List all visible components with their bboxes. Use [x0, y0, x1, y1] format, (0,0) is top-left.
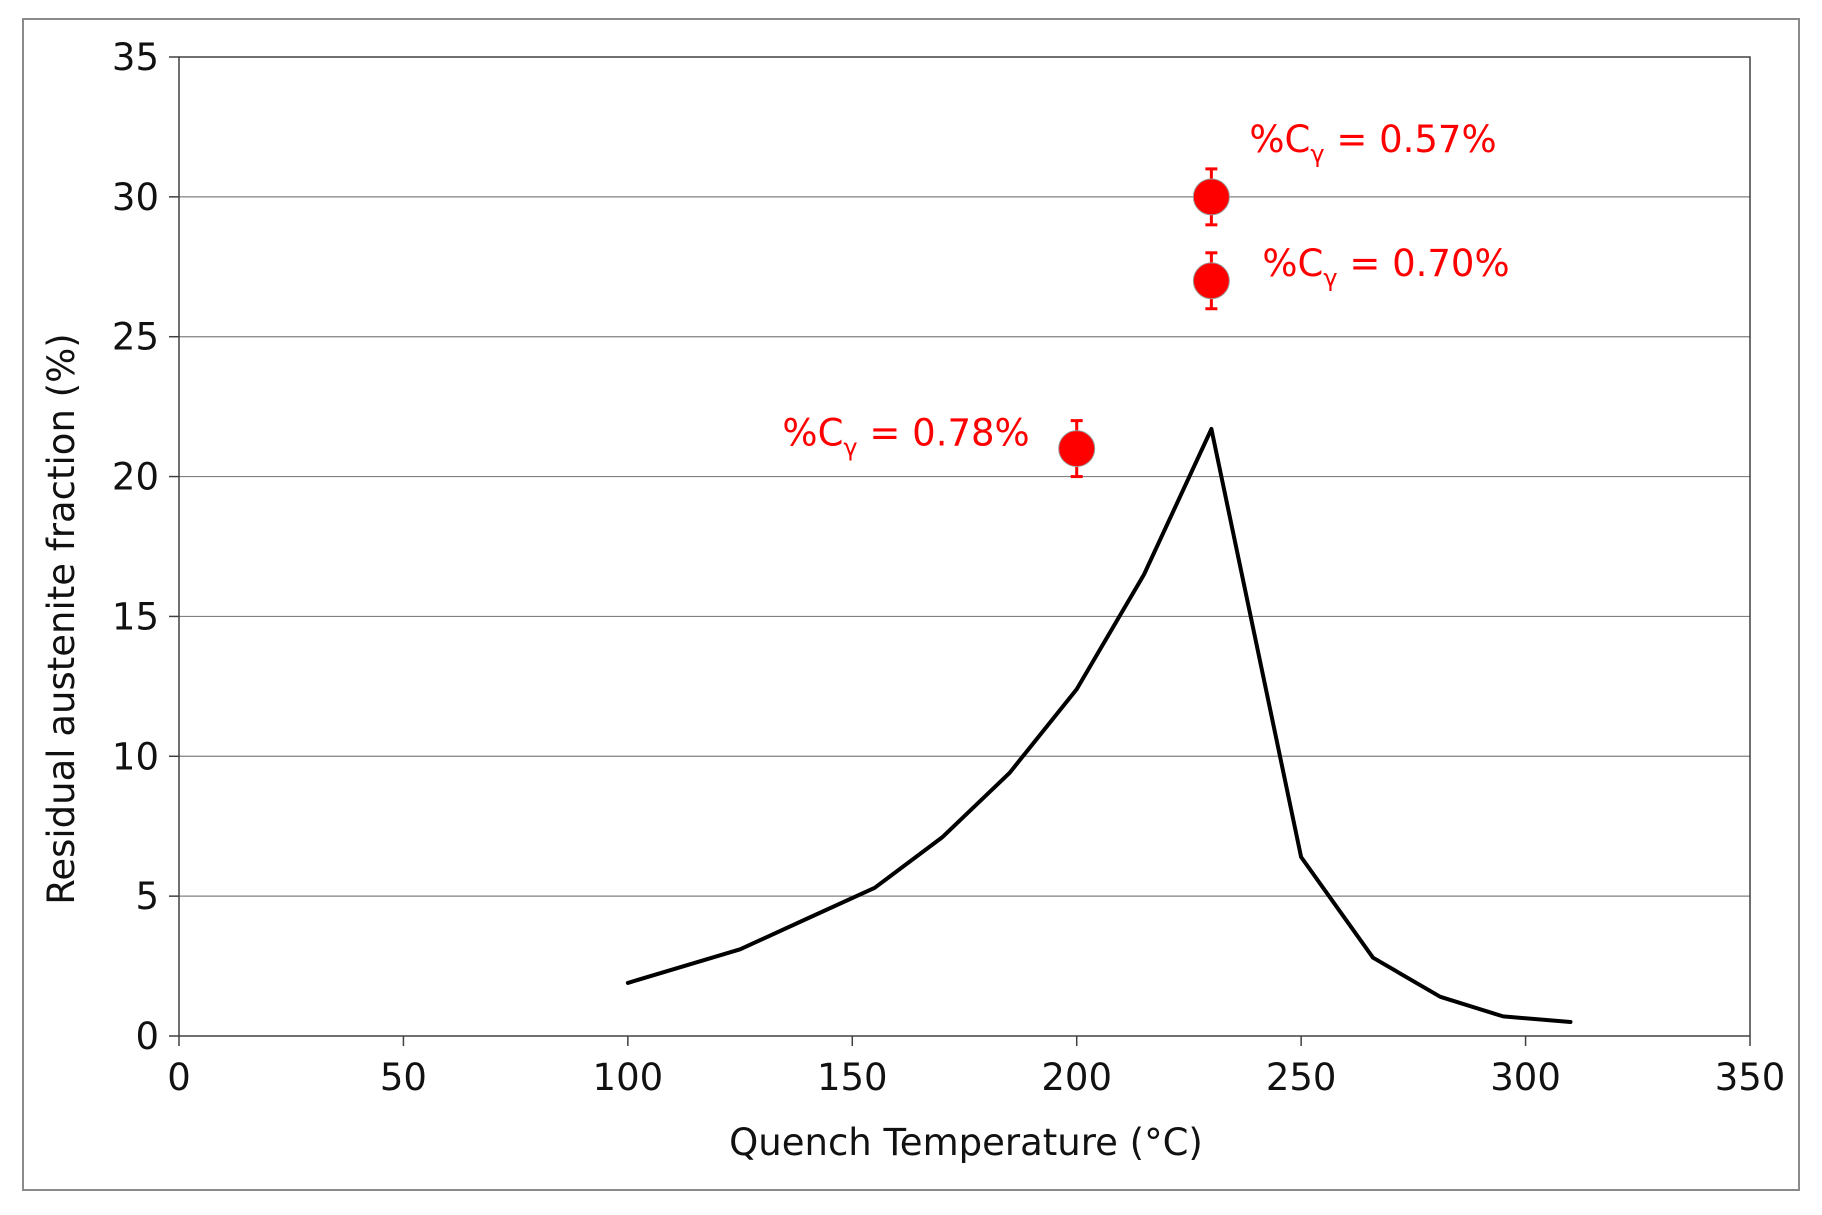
- x-tick-label-250: 250: [1266, 1056, 1337, 1099]
- x-axis-title: Quench Temperature (°C): [729, 1121, 1203, 1164]
- annotation-label-2: %Cγ = 0.57%: [1249, 118, 1496, 168]
- annotation-prefix: %C: [1249, 118, 1310, 161]
- annotation-prefix: %C: [782, 412, 843, 455]
- x-tick-label-50: 50: [380, 1056, 427, 1099]
- x-tick-label-150: 150: [817, 1056, 888, 1099]
- outer-border: [22, 18, 1800, 1191]
- y-tick-label-5: 5: [135, 875, 159, 918]
- annotation-value: = 0.70%: [1338, 242, 1510, 285]
- x-tick-label-300: 300: [1490, 1056, 1561, 1099]
- annotation-subscript: γ: [1323, 264, 1337, 292]
- annotation-subscript: γ: [843, 434, 857, 462]
- x-tick-label-0: 0: [167, 1056, 191, 1099]
- annotations: %Cγ = 0.78%%Cγ = 0.70%%Cγ = 0.57%: [782, 118, 1509, 462]
- y-tick-label-35: 35: [112, 36, 159, 79]
- y-axis-title: Residual austenite fraction (%): [40, 333, 83, 904]
- x-tick-label-350: 350: [1715, 1056, 1786, 1099]
- y-tick-label-30: 30: [112, 176, 159, 219]
- plot-area: [178, 56, 1751, 1037]
- y-tick-label-15: 15: [112, 595, 159, 638]
- y-tick-label-10: 10: [112, 735, 159, 778]
- data-point-1: [1192, 262, 1230, 300]
- data-point-0: [1058, 430, 1096, 468]
- annotation-subscript: γ: [1310, 140, 1324, 168]
- annotation-value: = 0.57%: [1325, 118, 1497, 161]
- series-line-predicted: [625, 427, 1573, 1024]
- series: [625, 167, 1573, 1024]
- x-tick-label-100: 100: [593, 1056, 664, 1099]
- y-tick-label-20: 20: [112, 456, 159, 499]
- annotation-prefix: %C: [1262, 242, 1323, 285]
- y-tick-label-25: 25: [112, 316, 159, 359]
- y-tick-label-0: 0: [135, 1015, 159, 1058]
- grid-lines: [179, 196, 1750, 897]
- x-tick-label-200: 200: [1041, 1056, 1112, 1099]
- annotation-label-0: %Cγ = 0.78%: [782, 412, 1029, 462]
- data-point-2: [1192, 178, 1230, 216]
- annotation-label-1: %Cγ = 0.70%: [1262, 242, 1509, 292]
- annotation-value: = 0.78%: [858, 412, 1030, 455]
